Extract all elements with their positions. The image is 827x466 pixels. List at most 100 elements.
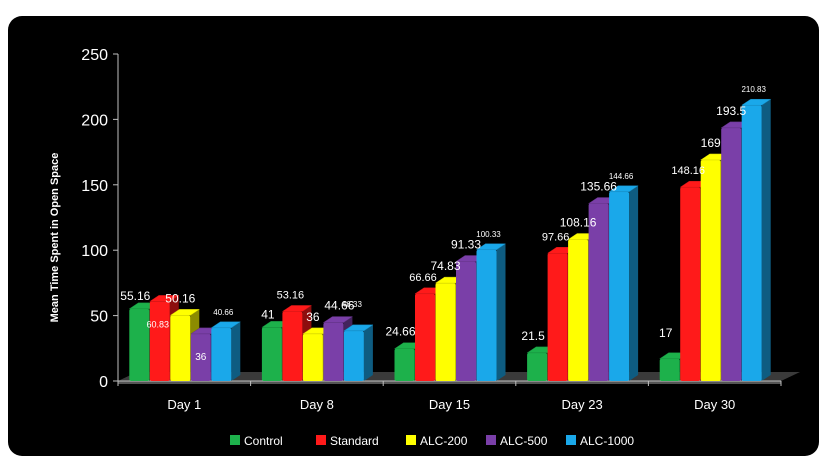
bar-top <box>740 98 772 106</box>
data-label: 74.83 <box>430 259 460 273</box>
bar-front <box>261 327 282 381</box>
x-tick-label: Day 15 <box>429 397 470 412</box>
data-label: 148.16 <box>671 165 705 177</box>
x-tick-label: Day 1 <box>167 397 201 412</box>
legend-swatch <box>230 435 240 445</box>
y-tick-label: 250 <box>81 47 108 64</box>
legend-item: ALC-1000 <box>566 434 634 448</box>
data-label: 144.66 <box>609 172 634 181</box>
legend-label: Standard <box>330 434 379 448</box>
data-label: 55.16 <box>120 289 150 303</box>
bar-front <box>211 327 232 381</box>
legend-swatch <box>316 435 326 445</box>
data-label: 46.33 <box>342 300 363 309</box>
data-label: 24.66 <box>385 325 415 339</box>
bar-front <box>415 293 435 381</box>
y-tick-label: 200 <box>81 112 108 129</box>
data-label: 91.33 <box>451 238 481 252</box>
chart-bars <box>128 98 772 381</box>
data-label: 100.33 <box>476 230 501 239</box>
data-label: 60.83 <box>147 319 170 329</box>
x-tick-label: Day 23 <box>561 397 602 412</box>
bar-front <box>323 322 344 381</box>
bar <box>210 321 242 381</box>
bar-front <box>659 358 680 381</box>
bar-front <box>527 352 548 381</box>
chart-floor-edge <box>118 381 781 384</box>
data-label: 169 <box>701 136 721 150</box>
bar <box>343 324 374 381</box>
x-tick-label: Day 8 <box>300 397 334 412</box>
bar-top <box>169 309 201 316</box>
bar-front <box>435 283 456 381</box>
data-label: 50.16 <box>165 291 195 305</box>
bar-front <box>190 333 211 381</box>
legend-swatch <box>566 435 576 445</box>
bar-front <box>568 239 589 381</box>
bar-top <box>148 295 180 302</box>
bar-front <box>588 203 609 381</box>
bar-chart: 0 50 100 150 200 250 Mean Time Spent in Open S… <box>49 47 800 448</box>
bar-front <box>741 105 762 381</box>
legend-swatch <box>486 435 496 445</box>
bar-front <box>343 330 364 381</box>
bar-top <box>281 305 313 312</box>
legend-item: ALC-200 <box>406 434 468 448</box>
data-label: 108.16 <box>560 216 597 230</box>
bar-front <box>129 308 150 381</box>
legend-label: ALC-500 <box>500 434 548 448</box>
bar-front <box>700 159 721 381</box>
bar-front <box>456 261 476 381</box>
bar-front <box>282 311 303 381</box>
bar-side <box>629 185 639 381</box>
bar-top <box>322 316 354 323</box>
data-label: 40.66 <box>213 308 234 317</box>
data-label: 17 <box>659 326 673 340</box>
y-tick-label: 0 <box>99 374 108 391</box>
bar-side <box>363 324 373 381</box>
bar-top <box>343 324 374 332</box>
data-label: 210.83 <box>741 85 766 94</box>
y-tick-label: 150 <box>81 178 108 195</box>
data-label: 21.5 <box>521 329 545 343</box>
bar-front <box>170 315 191 381</box>
bar-front <box>547 253 568 381</box>
bar-front <box>609 191 630 381</box>
bar-top <box>608 185 639 193</box>
data-label: 44.66 <box>324 299 354 313</box>
y-axis-title: Mean Time Spent in Open Space <box>49 153 61 323</box>
bar-side <box>761 99 771 381</box>
data-label: 193.5 <box>716 104 746 118</box>
data-label: 53.16 <box>277 289 305 301</box>
legend-item: ALC-500 <box>486 434 548 448</box>
legend-item: Control <box>230 434 283 448</box>
bar-front <box>302 333 323 381</box>
data-label: 97.66 <box>542 231 570 243</box>
data-label: 66.66 <box>409 272 437 284</box>
y-tick-label: 100 <box>81 243 108 260</box>
bar <box>475 243 507 381</box>
legend-swatch <box>406 435 416 445</box>
bar-front <box>149 301 170 381</box>
data-label: 41 <box>261 307 275 321</box>
bar-top <box>475 243 507 251</box>
bar-front <box>394 348 415 381</box>
x-tick-label: Day 30 <box>694 397 735 412</box>
bar <box>740 98 772 381</box>
bar-front <box>680 187 701 381</box>
bar-side <box>231 321 241 381</box>
bar-side <box>496 243 506 381</box>
data-label: 135.66 <box>580 180 617 194</box>
bar-front <box>721 127 742 381</box>
legend-label: Control <box>244 434 283 448</box>
data-label: 36 <box>306 310 320 324</box>
legend-item: Standard <box>316 434 379 448</box>
legend-label: ALC-1000 <box>580 434 634 448</box>
legend-label: ALC-200 <box>420 434 468 448</box>
bar <box>608 185 639 381</box>
data-label: 36 <box>195 352 207 363</box>
bar-front <box>476 249 497 381</box>
y-tick-label: 50 <box>90 309 108 326</box>
chart-frame: 0 50 100 150 200 250 Mean Time Spent in Open S… <box>8 16 819 456</box>
